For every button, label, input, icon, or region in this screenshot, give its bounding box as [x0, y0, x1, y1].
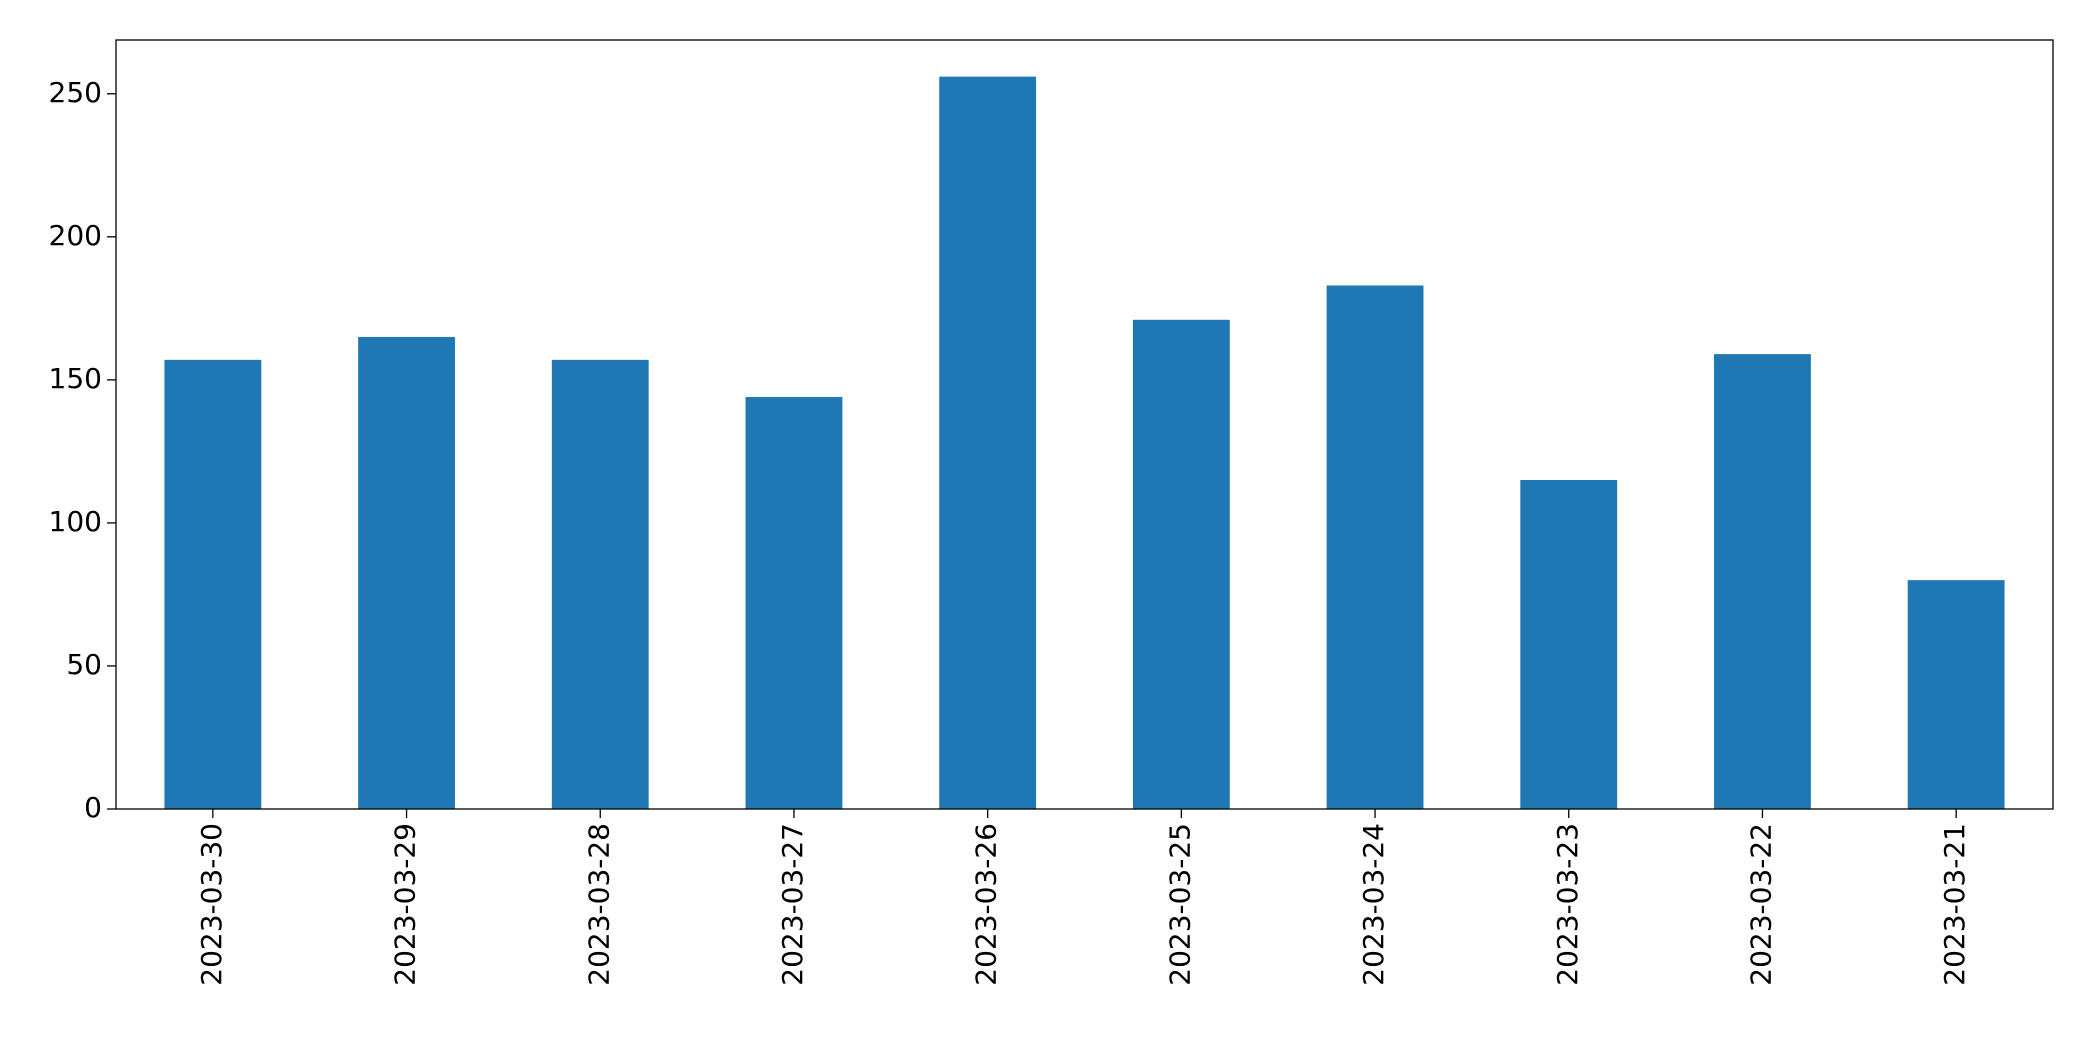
bar: [551, 359, 649, 809]
bar: [164, 359, 262, 809]
x-tick-label: 2023-03-22: [1744, 823, 1777, 986]
y-tick-label: 250: [49, 76, 102, 109]
bar: [1714, 354, 1811, 809]
bar: [1907, 580, 2005, 809]
x-tick-label: 2023-03-24: [1357, 823, 1390, 986]
x-tick-label: 2023-03-29: [389, 823, 422, 986]
x-tick-label: 2023-03-23: [1551, 823, 1584, 986]
y-tick-label: 100: [49, 505, 102, 538]
bar: [1132, 319, 1230, 809]
bar: [939, 76, 1037, 810]
bar: [745, 397, 843, 809]
x-tick-label: 2023-03-25: [1163, 823, 1196, 986]
y-tick-label: 0: [84, 791, 102, 824]
x-tick-label: 2023-03-26: [970, 823, 1003, 986]
plot-frame: [115, 39, 2054, 810]
x-tick-label: 2023-03-30: [195, 823, 228, 986]
y-tick-label: 150: [49, 362, 102, 395]
y-tick-label: 200: [49, 219, 102, 252]
bar: [358, 336, 455, 809]
bar: [1520, 480, 1618, 809]
y-tick-label: 50: [66, 648, 102, 681]
x-tick-label: 2023-03-27: [776, 823, 809, 986]
x-tick-label: 2023-03-28: [582, 823, 615, 986]
bar: [1326, 285, 1424, 810]
x-tick-label: 2023-03-21: [1938, 823, 1971, 986]
